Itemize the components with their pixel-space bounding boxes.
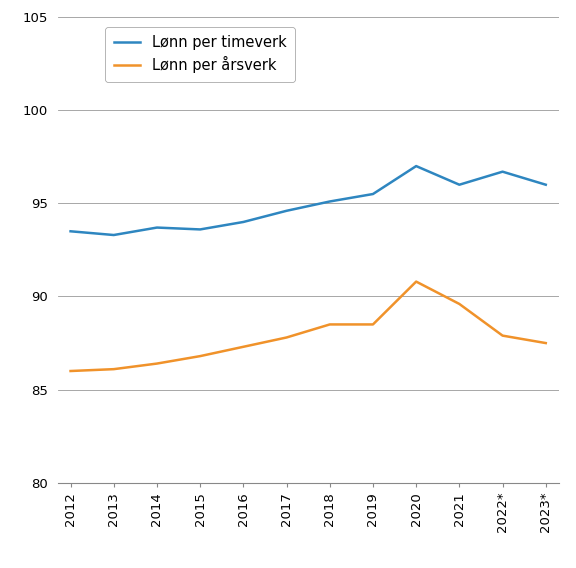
Lønn per årsverk: [110, 366, 118, 373]
Legend: Lønn per timeverk, Lønn per årsverk: Lønn per timeverk, Lønn per årsverk: [105, 27, 295, 82]
Lønn per årsverk: [67, 367, 74, 374]
Lønn per timeverk: [153, 224, 160, 231]
Lønn per årsverk: [370, 321, 377, 328]
Lønn per timeverk: [456, 181, 463, 188]
Lønn per årsverk: [196, 353, 204, 360]
Lønn per årsverk: [542, 340, 549, 346]
Line: Lønn per timeverk: Lønn per timeverk: [70, 166, 545, 235]
Lønn per timeverk: [110, 232, 118, 239]
Line: Lønn per årsverk: Lønn per årsverk: [70, 282, 545, 371]
Lønn per årsverk: [412, 278, 419, 285]
Lønn per timeverk: [326, 198, 333, 205]
Lønn per timeverk: [67, 228, 74, 235]
Lønn per årsverk: [456, 300, 463, 307]
Lønn per årsverk: [283, 334, 290, 341]
Lønn per årsverk: [326, 321, 333, 328]
Lønn per årsverk: [240, 344, 247, 350]
Lønn per timeverk: [370, 191, 377, 198]
Lønn per timeverk: [542, 181, 549, 188]
Lønn per timeverk: [283, 207, 290, 214]
Lønn per årsverk: [499, 332, 506, 339]
Lønn per timeverk: [240, 219, 247, 225]
Lønn per timeverk: [412, 162, 419, 169]
Lønn per timeverk: [196, 226, 204, 233]
Lønn per årsverk: [153, 360, 160, 367]
Lønn per timeverk: [499, 168, 506, 175]
